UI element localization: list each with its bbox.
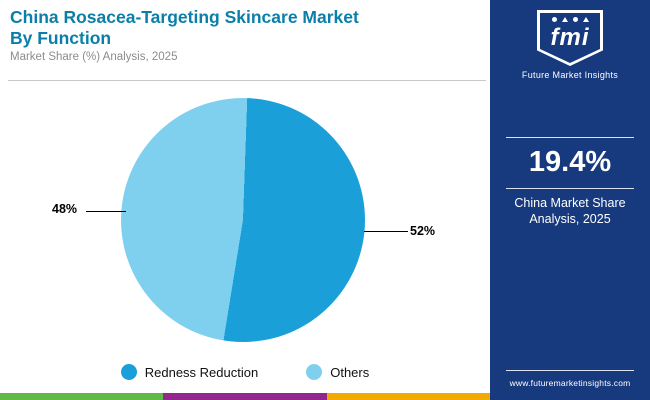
sidebar-divider — [506, 137, 634, 138]
sidebar-divider — [506, 370, 634, 371]
pictogram-icon — [551, 17, 557, 22]
sidebar: fmi Future Market Insights 19.4% China M… — [490, 0, 650, 400]
pictogram-icon — [572, 17, 578, 22]
stat-label-line-1: China Market Share — [514, 196, 626, 210]
legend-item-redness-reduction: Redness Reduction — [120, 364, 259, 380]
stat-label-line-2: Analysis, 2025 — [529, 211, 611, 226]
legend-label-redness: Redness Reduction — [144, 364, 259, 380]
pictogram-icon — [582, 17, 589, 22]
legend-swatch-others — [306, 364, 323, 380]
footer-bar-purple — [163, 393, 327, 400]
title-line-2: By Function — [10, 27, 112, 48]
logo-pictograms — [537, 17, 603, 22]
fmi-logo: fmi — [537, 10, 603, 66]
footer-bar-amber — [326, 393, 490, 400]
pie-label-redness: 52% — [410, 224, 436, 238]
header-divider — [8, 80, 486, 81]
page-title: China Rosacea-Targeting Skincare Market … — [10, 7, 482, 48]
legend-swatch-redness — [120, 364, 137, 380]
logo-text: fmi — [550, 24, 590, 51]
website-url: www.futuremarketinsights.com — [509, 378, 631, 388]
pie-label-others: 48% — [52, 202, 78, 216]
legend-item-others: Others — [306, 364, 369, 380]
pictogram-icon — [561, 17, 568, 22]
leader-line-right — [364, 231, 408, 232]
stat-value: 19.4% — [528, 146, 612, 178]
legend-label-others: Others — [330, 364, 370, 380]
title-line-1: China Rosacea-Targeting Skincare Market — [10, 7, 359, 27]
sidebar-divider — [506, 188, 634, 189]
stat-label: China Market Share Analysis, 2025 — [490, 196, 650, 227]
header: China Rosacea-Targeting Skincare Market … — [10, 7, 482, 63]
legend: Redness Reduction Others — [0, 364, 490, 380]
leader-line-left — [86, 211, 126, 212]
brand-name: Future Market Insights — [521, 70, 619, 80]
footer-bar-green — [0, 393, 164, 400]
footer-color-bar — [0, 393, 490, 400]
subtitle: Market Share (%) Analysis, 2025 — [10, 51, 178, 64]
pie-chart — [121, 98, 365, 342]
